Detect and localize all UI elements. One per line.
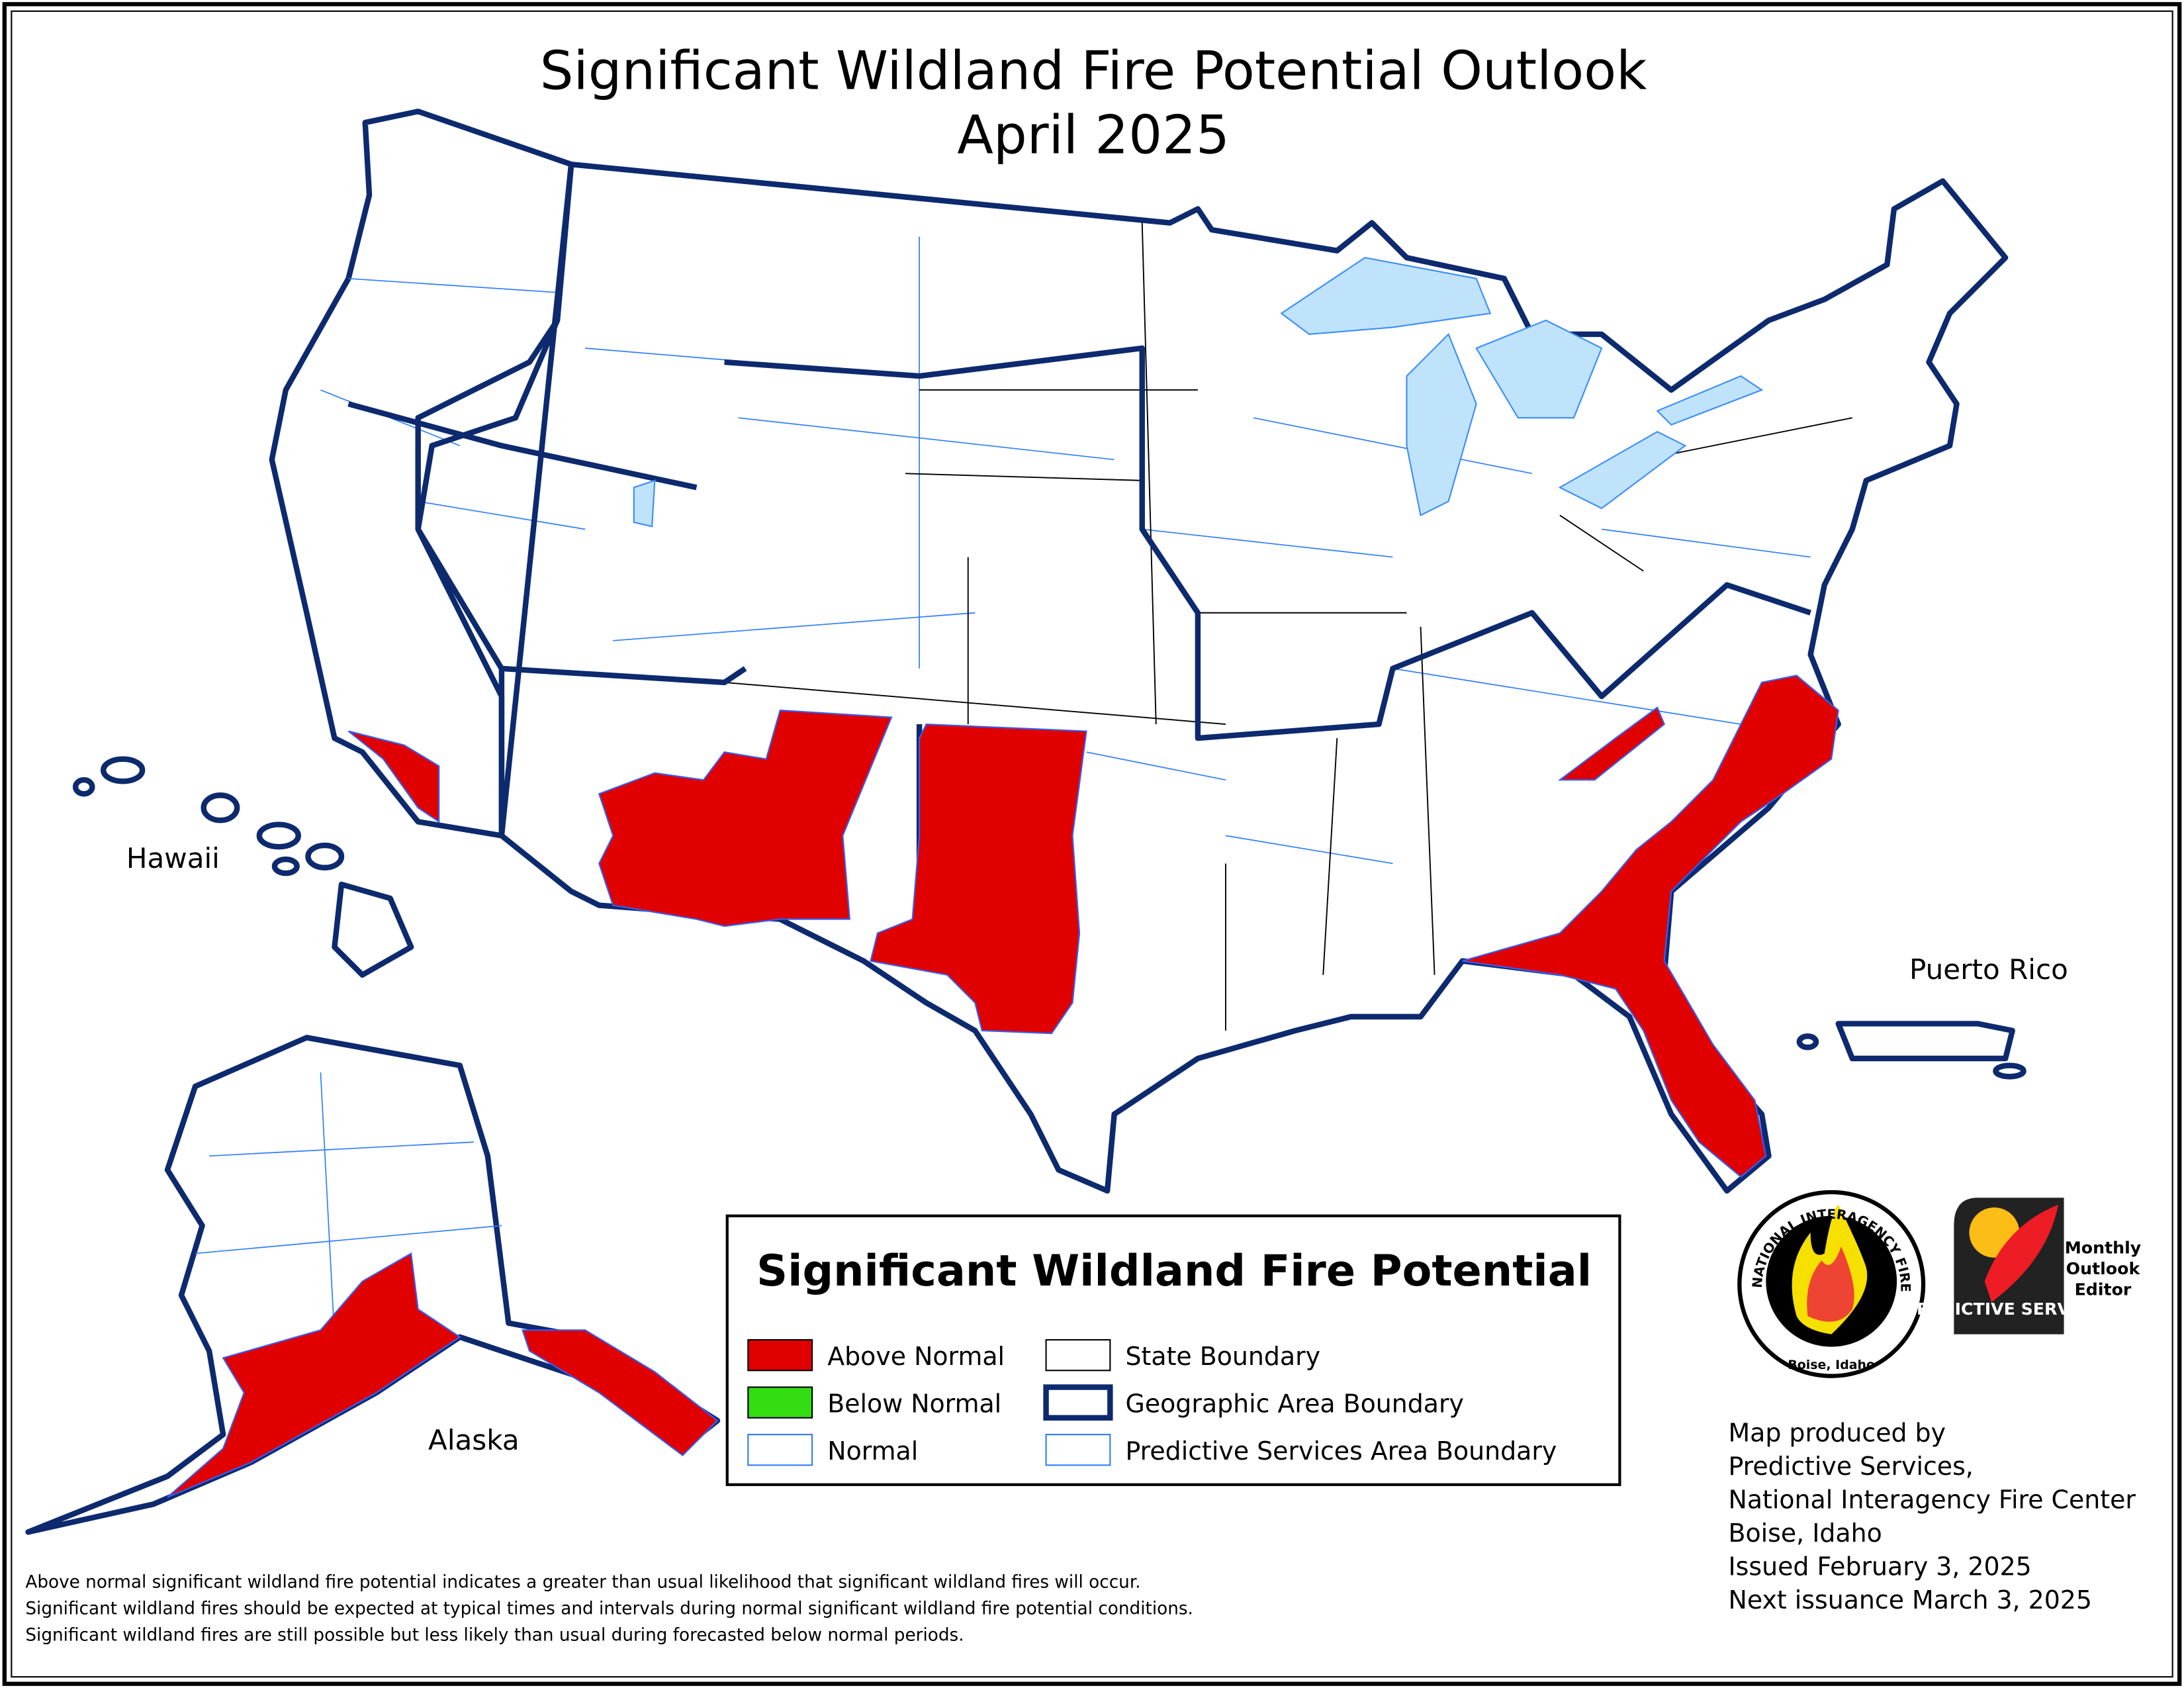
legend: Significant Wildland Fire Potential Abov… [725, 1214, 1621, 1486]
credit-line: National Interagency Fire Center [1729, 1485, 2136, 1515]
page-border-inner [11, 10, 2173, 1678]
footnote: Above normal significant wildland fire p… [25, 1573, 1140, 1593]
geographic-area-lines [347, 164, 1811, 919]
legend-swatch-normal [747, 1434, 813, 1466]
map-title: Significant Wildland Fire Potential Outl… [540, 40, 1647, 102]
footnote: Significant wildland fires should be exp… [25, 1599, 1193, 1618]
above-normal-areas [347, 675, 1839, 1178]
ps-caption-3: Editor [2075, 1280, 2132, 1299]
credits: Map produced by Predictive Services, Nat… [1729, 1419, 2136, 1615]
legend-label-state-boundary: State Boundary [1125, 1342, 1320, 1371]
nifc-bottom-text: Boise, Idaho [1788, 1358, 1875, 1372]
label-puerto-rico: Puerto Rico [1909, 953, 2068, 986]
hawaii: Hawaii [72, 756, 414, 978]
puerto-rico: Puerto Rico [1796, 953, 2068, 1080]
conus [269, 109, 2009, 1194]
legend-swatch-geographic-area [1043, 1384, 1113, 1421]
above-normal-southeast-alaska [522, 1329, 719, 1457]
legend-swatch-below-normal [747, 1386, 813, 1419]
legend-label-above-normal: Above Normal [827, 1342, 1005, 1371]
alaska: Alaska [25, 1035, 721, 1535]
next-issuance-date: Next issuance March 3, 2025 [1729, 1585, 2092, 1615]
legend-swatch-psa [1045, 1434, 1111, 1466]
ps-caption-1: Monthly [2065, 1239, 2142, 1258]
above-normal-texas-oklahoma [870, 723, 1087, 1035]
great-lakes [633, 257, 1764, 528]
label-alaska: Alaska [428, 1424, 520, 1456]
legend-label-psa: Predictive Services Area Boundary [1125, 1436, 1557, 1466]
legend-swatch-above-normal [747, 1338, 813, 1372]
legend-label-geographic-area: Geographic Area Boundary [1125, 1389, 1463, 1418]
map-subtitle: April 2025 [957, 104, 1230, 165]
issued-date: Issued February 3, 2025 [1729, 1552, 2032, 1581]
above-normal-appalachians [1557, 706, 1666, 781]
above-normal-southeast [1462, 675, 1839, 1178]
above-normal-southwest [598, 709, 893, 927]
above-normal-southern-california [347, 730, 440, 823]
legend-label-below-normal: Below Normal [827, 1389, 1001, 1418]
credit-line: Boise, Idaho [1729, 1519, 1882, 1548]
ps-logo-text: PREDICTIVE SERVICES [1904, 1299, 2112, 1319]
legend-label-normal: Normal [827, 1436, 918, 1466]
label-hawaii: Hawaii [126, 842, 220, 874]
above-normal-southcentral-alaska [167, 1252, 461, 1498]
footnotes: Above normal significant wildland fire p… [25, 1573, 1193, 1646]
conus-outline [269, 109, 2009, 1194]
credit-line: Predictive Services, [1729, 1452, 1974, 1481]
credit-line: Map produced by [1729, 1419, 1946, 1448]
legend-swatch-state-boundary [1045, 1338, 1111, 1372]
footnote: Significant wildland fires are still pos… [25, 1625, 964, 1645]
legend-title: Significant Wildland Fire Potential [756, 1246, 1592, 1296]
state-boundaries [724, 222, 1852, 1031]
predictive-services-logo: PREDICTIVE SERVICES Monthly Outlook Edit… [1904, 1197, 2142, 1335]
ps-caption-2: Outlook [2066, 1259, 2141, 1278]
